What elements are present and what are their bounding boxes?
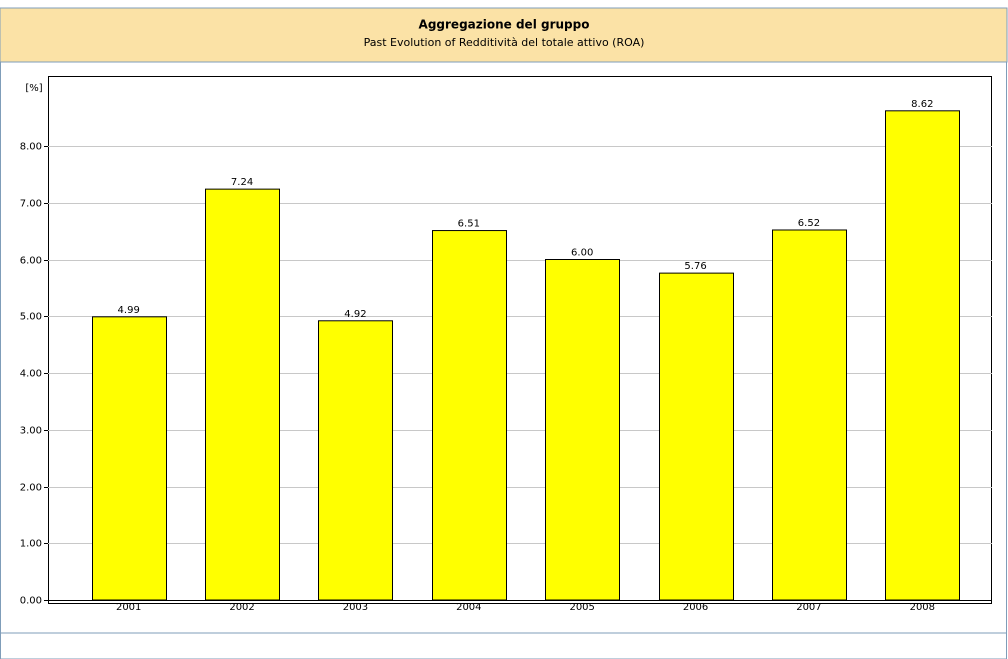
y-tick-label: 5.00 bbox=[20, 312, 42, 323]
bar bbox=[659, 272, 734, 601]
data-label: 6.51 bbox=[458, 219, 480, 230]
x-tick-label: 2004 bbox=[456, 602, 481, 613]
x-tick-label: 2005 bbox=[569, 602, 594, 613]
y-tick-label: 2.00 bbox=[20, 483, 42, 494]
plot-frame bbox=[48, 76, 992, 604]
x-tick-label: 2006 bbox=[683, 602, 708, 613]
y-tick-label: 7.00 bbox=[20, 199, 42, 210]
y-axis-label: [%] bbox=[25, 83, 42, 94]
bar bbox=[885, 110, 960, 601]
x-tick-label: 2008 bbox=[910, 602, 935, 613]
y-tick-label: 1.00 bbox=[20, 539, 42, 550]
data-label: 6.00 bbox=[571, 248, 593, 259]
bar bbox=[318, 320, 393, 601]
data-label: 8.62 bbox=[911, 99, 933, 110]
x-tick-label: 2007 bbox=[796, 602, 821, 613]
data-label: 4.99 bbox=[118, 305, 140, 316]
bar bbox=[205, 188, 280, 601]
x-tick-label: 2002 bbox=[229, 602, 254, 613]
bar bbox=[772, 229, 847, 601]
header-band bbox=[0, 7, 1008, 63]
chart-title: Aggregazione del gruppo bbox=[419, 18, 590, 32]
bar bbox=[432, 230, 507, 601]
data-label: 5.76 bbox=[684, 261, 706, 272]
y-tick-label: 6.00 bbox=[20, 256, 42, 267]
data-label: 4.92 bbox=[344, 309, 366, 320]
bar bbox=[545, 259, 620, 601]
y-tick-label: 4.00 bbox=[20, 369, 42, 380]
y-tick-label: 8.00 bbox=[20, 142, 42, 153]
x-tick-label: 2001 bbox=[116, 602, 141, 613]
footer-panel bbox=[0, 632, 1007, 659]
y-tick-label: 3.00 bbox=[20, 426, 42, 437]
y-tick-label: 0.00 bbox=[20, 596, 42, 607]
data-label: 6.52 bbox=[798, 218, 820, 229]
chart-subtitle: Past Evolution of Redditività del totale… bbox=[364, 36, 645, 49]
x-tick-label: 2003 bbox=[343, 602, 368, 613]
data-label: 7.24 bbox=[231, 177, 253, 188]
bar bbox=[92, 316, 167, 601]
